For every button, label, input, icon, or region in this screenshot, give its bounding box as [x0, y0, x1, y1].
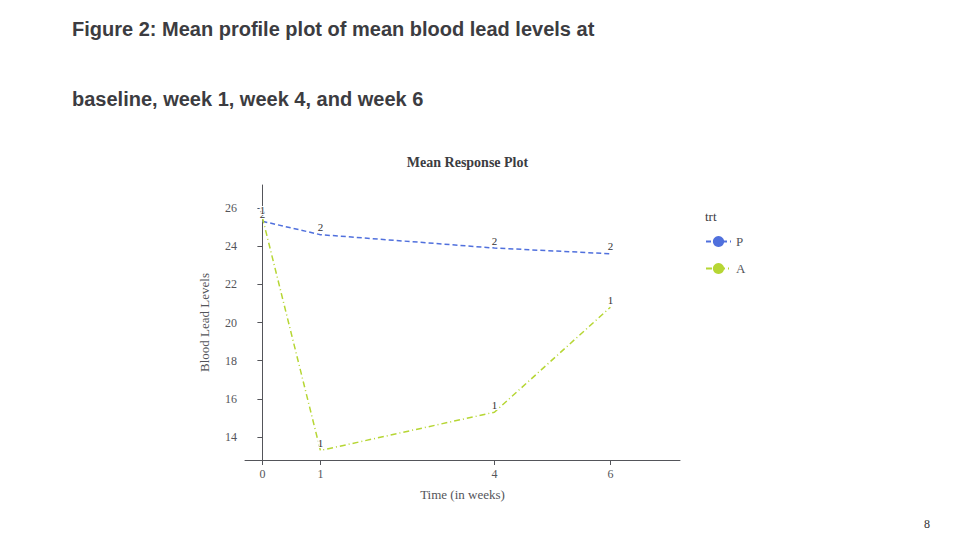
svg-text:2: 2	[492, 235, 498, 247]
svg-text:22: 22	[225, 277, 237, 291]
svg-text:1: 1	[608, 294, 614, 306]
svg-text:A: A	[736, 261, 746, 276]
svg-text:16: 16	[225, 392, 237, 406]
svg-text:1: 1	[260, 204, 266, 216]
svg-text:Blood Lead Levels: Blood Lead Levels	[197, 273, 212, 372]
svg-text:1: 1	[317, 467, 323, 481]
svg-text:8: 8	[924, 517, 930, 531]
svg-text:trt: trt	[705, 209, 717, 224]
svg-text:0: 0	[259, 467, 265, 481]
svg-text:24: 24	[225, 239, 237, 253]
svg-text:2: 2	[608, 240, 614, 252]
svg-text:14: 14	[225, 430, 237, 444]
svg-text:P: P	[736, 234, 743, 249]
svg-text:4: 4	[491, 467, 497, 481]
svg-text:2: 2	[318, 221, 324, 233]
svg-text:baseline, week 1, week 4, and: baseline, week 1, week 4, and week 6	[72, 88, 423, 110]
svg-text:18: 18	[225, 354, 237, 368]
svg-text:Mean Response Plot: Mean Response Plot	[407, 155, 529, 170]
svg-text:1: 1	[492, 399, 498, 411]
svg-text:6: 6	[607, 467, 613, 481]
svg-text:Time (in weeks): Time (in weeks)	[420, 487, 505, 502]
svg-text:26: 26	[225, 201, 237, 215]
svg-text:20: 20	[225, 316, 237, 330]
svg-text:Figure 2: Mean profile plot of: Figure 2: Mean profile plot of mean bloo…	[72, 18, 595, 40]
svg-text:1: 1	[318, 437, 324, 449]
